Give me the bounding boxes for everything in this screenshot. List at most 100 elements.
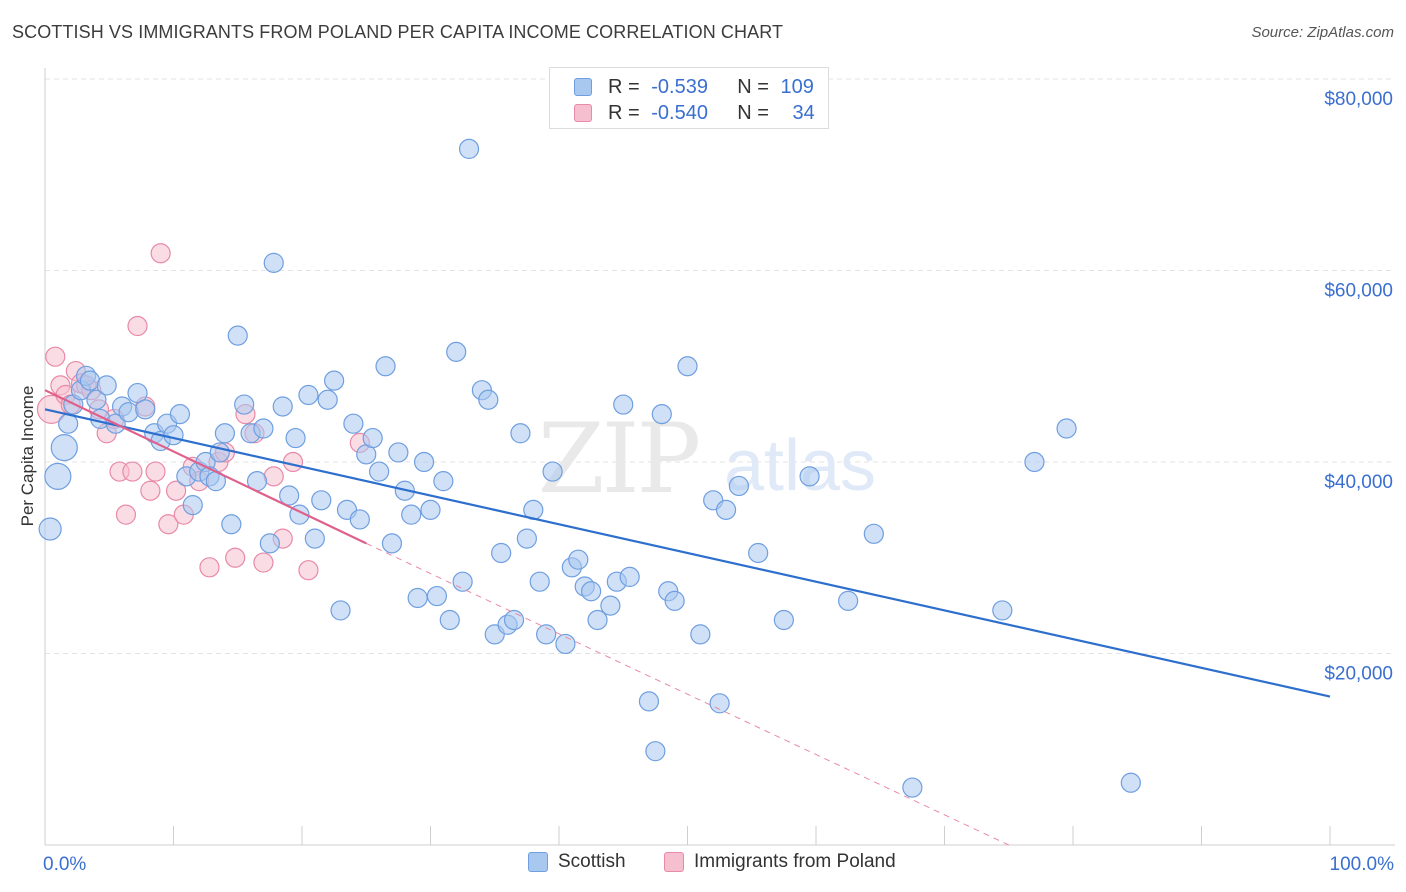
- bottom-legend-swatch-scottish: [528, 852, 548, 872]
- scottish-point: [568, 549, 589, 570]
- legend-n-value: 109: [780, 75, 814, 98]
- scottish-point: [863, 523, 884, 544]
- watermark-atlas: atlas: [724, 426, 876, 506]
- scottish-point: [96, 375, 117, 396]
- scottish-point: [407, 587, 428, 609]
- scottish-point: [163, 425, 184, 446]
- y-tick-label: $20,000: [1324, 664, 1393, 685]
- poland-point: [253, 552, 274, 573]
- scottish-point: [619, 566, 640, 588]
- scottish-point: [645, 741, 666, 762]
- poland-point: [127, 315, 148, 337]
- trend-line-poland: [44, 389, 367, 545]
- scottish-point: [127, 382, 148, 404]
- scottish-point: [169, 404, 191, 425]
- scottish-point: [38, 517, 62, 541]
- scottish-point: [1120, 772, 1141, 793]
- bottom-legend-label-poland: Immigrants from Poland: [694, 851, 896, 872]
- scottish-point: [304, 528, 325, 549]
- chart-source: Source: ZipAtlas.com: [1251, 24, 1394, 41]
- scottish-point: [491, 542, 512, 564]
- x-tick-label: 0.0%: [43, 854, 86, 875]
- scottish-point: [272, 396, 293, 417]
- axes: [44, 68, 1395, 846]
- scottish-point: [651, 404, 672, 425]
- grid-lines: [45, 78, 1395, 654]
- legend-r-value: -0.540: [651, 101, 708, 124]
- series-scottish-points: [38, 138, 1141, 798]
- scottish-point: [369, 461, 390, 482]
- scottish-point: [298, 384, 319, 406]
- poland-point: [145, 461, 166, 482]
- legend-n-value: 34: [792, 101, 815, 124]
- scottish-point: [690, 624, 711, 645]
- poland-point: [263, 466, 284, 487]
- legend-r-label: R =: [608, 101, 646, 124]
- scottish-point: [728, 475, 750, 497]
- watermark: ZIP atlas: [538, 403, 876, 515]
- watermark-zip: ZIP: [538, 403, 699, 515]
- scottish-point: [381, 533, 403, 554]
- scottish-point: [375, 356, 396, 377]
- scottish-point: [478, 389, 499, 410]
- scottish-point: [86, 389, 107, 410]
- trend-lines: [44, 389, 1331, 846]
- legend-row-scottish: R = -0.539 N = 109: [574, 74, 814, 100]
- scottish-point: [214, 423, 235, 444]
- scottish-point: [773, 609, 794, 631]
- poland-point: [298, 560, 319, 581]
- legend-row-poland: R = -0.540 N = 34: [574, 100, 815, 126]
- scottish-point: [709, 693, 730, 714]
- legend-n-label: N =: [737, 101, 775, 124]
- scottish-point: [503, 609, 525, 631]
- scottish-point: [581, 581, 602, 602]
- legend-swatch-poland: [574, 104, 592, 122]
- scottish-point: [227, 325, 248, 346]
- scottish-point: [420, 499, 441, 520]
- bottom-legend-label-scottish: Scottish: [558, 851, 626, 872]
- poland-point: [282, 451, 304, 473]
- scottish-point: [587, 609, 608, 631]
- correlation-legend: R = -0.539 N = 109 R = -0.540 N = 34: [549, 67, 829, 129]
- scottish-point: [330, 600, 351, 621]
- scottish-point: [992, 600, 1013, 621]
- scottish-point: [413, 451, 435, 473]
- scottish-point: [118, 402, 139, 423]
- scottish-point: [221, 514, 242, 535]
- poland-point: [199, 557, 220, 578]
- legend-n-label: N =: [737, 75, 775, 98]
- scottish-point: [253, 418, 274, 439]
- poland-point: [158, 514, 179, 535]
- scottish-point: [349, 509, 370, 530]
- scottish-point: [433, 471, 454, 492]
- x-tick-label: 100.0%: [1330, 854, 1395, 875]
- scottish-point: [838, 590, 859, 611]
- scottish-point: [510, 423, 531, 444]
- scottish-point: [613, 394, 634, 415]
- legend-r-value: -0.539: [651, 75, 708, 98]
- scottish-point: [182, 494, 203, 516]
- series-poland-points: [36, 243, 370, 581]
- scottish-point: [388, 442, 409, 463]
- bottom-legend-swatch-poland: [664, 852, 684, 872]
- y-tick-label: $40,000: [1324, 472, 1393, 493]
- poland-point: [115, 504, 137, 525]
- poland-point: [165, 480, 187, 501]
- bottom-legend-poland[interactable]: Immigrants from Poland: [664, 851, 896, 873]
- scottish-point: [439, 609, 460, 631]
- scottish-point: [664, 590, 685, 611]
- scottish-point: [263, 252, 284, 273]
- scottish-point: [638, 691, 660, 712]
- trend-line-poland-extension: [366, 542, 1009, 846]
- scottish-point: [600, 595, 621, 616]
- scottish-point: [362, 427, 383, 449]
- x-tick-labels: 0.0% 100.0%: [43, 854, 1394, 875]
- scottish-point: [79, 370, 101, 391]
- scottish-point: [135, 399, 156, 420]
- y-tick-labels: $20,000 $40,000 $60,000 $80,000: [1324, 89, 1393, 685]
- scottish-point: [715, 499, 737, 520]
- bottom-legend-scottish[interactable]: Scottish: [528, 851, 626, 873]
- scottish-point: [279, 485, 300, 506]
- y-tick-label: $80,000: [1324, 89, 1393, 110]
